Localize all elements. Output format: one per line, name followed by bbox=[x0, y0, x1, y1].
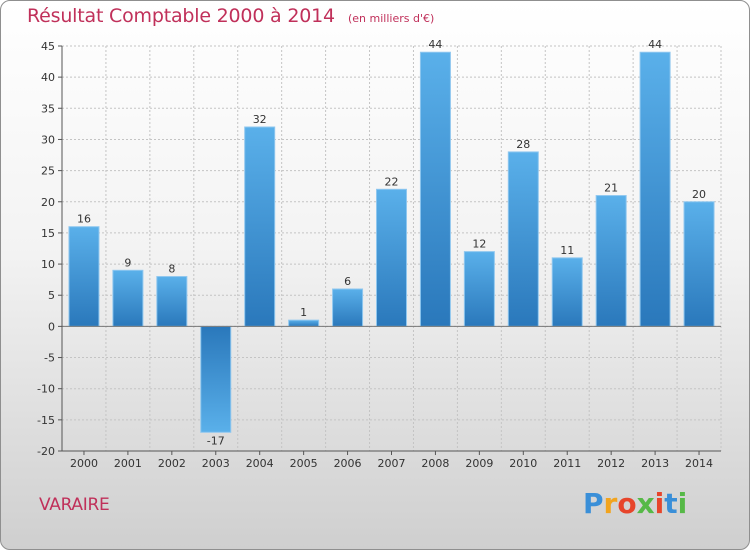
x-tick-label-2000: 2000 bbox=[70, 457, 98, 470]
x-tick-label-2001: 2001 bbox=[114, 457, 142, 470]
y-tick-label: 5 bbox=[48, 289, 55, 302]
bar-2005 bbox=[288, 319, 320, 327]
bar-2008 bbox=[419, 51, 451, 327]
x-tick-label-2012: 2012 bbox=[597, 457, 625, 470]
logo-letter: i bbox=[654, 487, 665, 520]
logo-letter: P bbox=[583, 487, 604, 520]
y-tick-label: 10 bbox=[41, 258, 55, 271]
x-tick-label-2007: 2007 bbox=[378, 457, 406, 470]
x-tick-label-2006: 2006 bbox=[334, 457, 362, 470]
bar-2003 bbox=[200, 325, 232, 433]
bars bbox=[68, 51, 715, 433]
y-tick-label: 20 bbox=[41, 196, 55, 209]
y-tick-label: 35 bbox=[41, 102, 55, 115]
bar-2011 bbox=[551, 257, 583, 327]
logo-letter: i bbox=[677, 487, 688, 520]
value-label-2002: 8 bbox=[168, 263, 175, 276]
bar-2010 bbox=[507, 151, 539, 327]
x-tick-label-2009: 2009 bbox=[465, 457, 493, 470]
y-tick-label: 0 bbox=[48, 320, 55, 333]
logo-letter: t bbox=[664, 487, 678, 520]
x-tick-label-2003: 2003 bbox=[202, 457, 230, 470]
logo-letter: o bbox=[617, 487, 637, 520]
bar-2014 bbox=[683, 201, 715, 327]
bar-2013 bbox=[639, 51, 671, 327]
value-label-2010: 28 bbox=[516, 138, 530, 151]
x-tick-label-2005: 2005 bbox=[290, 457, 318, 470]
chart-title: Résultat Comptable 2000 à 2014 bbox=[27, 5, 335, 27]
y-tick-label: 45 bbox=[41, 40, 55, 53]
x-tick-label-2002: 2002 bbox=[158, 457, 186, 470]
y-tick-label: -10 bbox=[37, 383, 55, 396]
x-tick-label-2011: 2011 bbox=[553, 457, 581, 470]
y-tick-label: 15 bbox=[41, 227, 55, 240]
y-tick-label: -15 bbox=[37, 414, 55, 427]
logo-letter: x bbox=[636, 487, 655, 520]
bar-2006 bbox=[332, 288, 364, 327]
value-label-2012: 21 bbox=[604, 182, 618, 195]
value-label-2000: 16 bbox=[77, 213, 91, 226]
value-label-2014: 20 bbox=[692, 188, 706, 201]
value-label-2005: 1 bbox=[300, 306, 307, 319]
x-tick-label-2008: 2008 bbox=[421, 457, 449, 470]
chart-title-block: Résultat Comptable 2000 à 2014 (en milli… bbox=[27, 5, 434, 27]
chart-subtitle: (en milliers d'€) bbox=[347, 12, 435, 25]
logo-letter: r bbox=[603, 487, 618, 520]
y-tick-label: 40 bbox=[41, 71, 55, 84]
x-tick-label-2004: 2004 bbox=[246, 457, 274, 470]
bar-2000 bbox=[68, 226, 100, 327]
bar-2007 bbox=[376, 188, 407, 327]
axes bbox=[58, 45, 721, 455]
x-tick-label-2010: 2010 bbox=[509, 457, 537, 470]
value-label-2008: 44 bbox=[428, 38, 442, 51]
y-tick-label: -5 bbox=[44, 352, 55, 365]
value-label-2003: -17 bbox=[207, 434, 225, 447]
bar-2004 bbox=[244, 126, 276, 327]
y-tick-label: 30 bbox=[41, 133, 55, 146]
commune-name: VARAIRE bbox=[39, 495, 110, 515]
value-label-2007: 22 bbox=[385, 175, 399, 188]
bar-2012 bbox=[595, 195, 627, 327]
proxiti-logo: Proxiti bbox=[583, 487, 687, 520]
value-label-2001: 9 bbox=[124, 256, 131, 269]
value-label-2011: 11 bbox=[560, 244, 574, 257]
y-tick-label: 25 bbox=[41, 165, 55, 178]
labels: 454035302520151050-5-10-15-2016200092001… bbox=[37, 38, 713, 470]
value-label-2013: 44 bbox=[648, 38, 662, 51]
bar-2009 bbox=[463, 251, 495, 327]
bar-2001 bbox=[112, 269, 144, 327]
x-tick-label-2014: 2014 bbox=[685, 457, 713, 470]
value-label-2009: 12 bbox=[472, 238, 486, 251]
y-tick-label: -20 bbox=[37, 445, 55, 458]
value-label-2006: 6 bbox=[344, 275, 351, 288]
x-tick-label-2013: 2013 bbox=[641, 457, 669, 470]
value-label-2004: 32 bbox=[253, 113, 267, 126]
bar-2002 bbox=[156, 276, 188, 327]
